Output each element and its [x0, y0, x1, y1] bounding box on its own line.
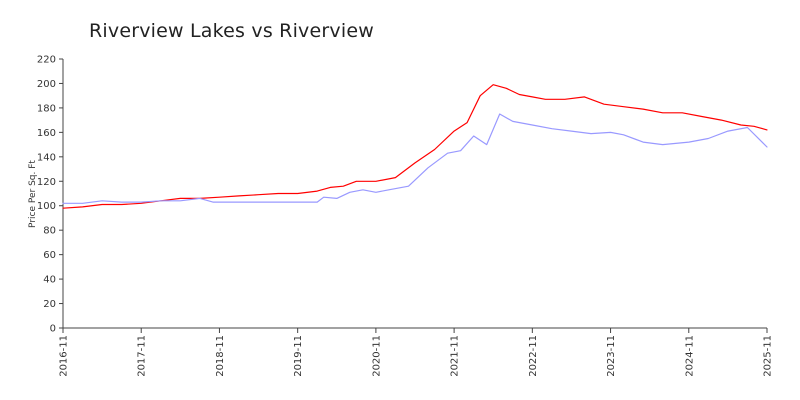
x-tick-label: 2021-11	[450, 335, 461, 377]
y-tick-label: 0	[50, 324, 56, 335]
x-tick-label: 2018-11	[215, 335, 226, 377]
series-lines	[62, 84, 768, 209]
x-tick-label: 2016-11	[59, 335, 70, 377]
y-axis-label: Price Per Sq. Ft	[28, 160, 38, 228]
y-tick-label: 120	[37, 177, 56, 188]
x-tick-label: 2017-11	[137, 335, 148, 377]
y-tick-label: 140	[37, 152, 56, 163]
series-line-2	[62, 113, 768, 204]
y-tick-label: 40	[43, 275, 56, 286]
y-tick-label: 180	[37, 103, 56, 114]
y-tick-label: 220	[37, 55, 56, 66]
y-tick-label: 200	[37, 79, 56, 90]
y-tick-label: 80	[43, 226, 56, 237]
x-tick-label: 2020-11	[371, 335, 382, 377]
x-tick-label: 2024-11	[684, 335, 695, 377]
x-tick-label: 2025-11	[763, 335, 774, 377]
y-tick-label: 60	[43, 250, 56, 261]
y-tick-label: 160	[37, 128, 56, 139]
x-tick-label: 2019-11	[293, 335, 304, 377]
series-line-1	[62, 84, 768, 209]
y-axis: 0 20 40 60 80 100 120 140 160 180 200 220	[37, 55, 64, 335]
chart-title: Riverview Lakes vs Riverview	[89, 20, 374, 42]
x-tick-label: 2022-11	[528, 335, 539, 377]
x-tick-label: 2023-11	[606, 335, 617, 377]
x-axis: 2016-11 2017-11 2018-11 2019-11 2020-11 2021-…	[59, 327, 774, 377]
y-tick-label: 100	[37, 201, 56, 212]
y-tick-label: 20	[43, 299, 56, 310]
